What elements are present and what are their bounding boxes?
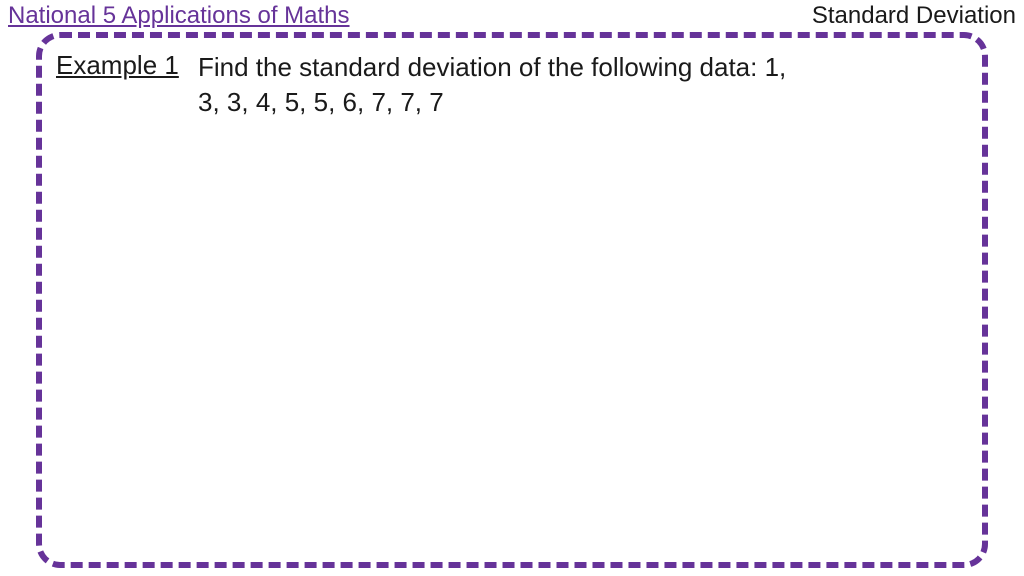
course-title: National 5 Applications of Maths: [8, 2, 350, 30]
example-prompt-text: Find the standard deviation of the follo…: [198, 50, 798, 120]
example-label: Example 1: [56, 50, 179, 81]
topic-title: Standard Deviation: [812, 2, 1016, 30]
